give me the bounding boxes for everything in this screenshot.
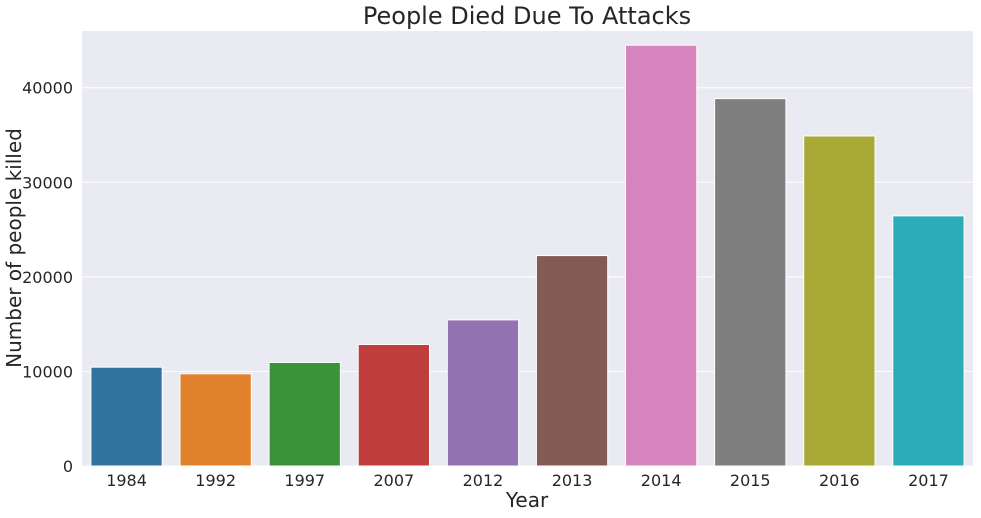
bar-2007 [357, 343, 430, 467]
x-tick-label: 2017 [908, 471, 949, 490]
x-axis-label: Year [505, 488, 549, 512]
y-tick-labels: 0 10000 20000 30000 40000 [22, 79, 73, 476]
x-tick-label: 2012 [463, 471, 504, 490]
y-tick-label: 40000 [22, 79, 73, 98]
bars [90, 44, 965, 467]
x-tick-label: 2016 [819, 471, 860, 490]
bar-1992 [179, 373, 252, 467]
x-tick-label: 2007 [373, 471, 414, 490]
y-axis-label: Number of people killed [2, 128, 26, 368]
x-tick-label: 1992 [195, 471, 236, 490]
x-tick-label: 2015 [730, 471, 771, 490]
bar-2017 [892, 215, 965, 467]
y-tick-label: 0 [63, 457, 73, 476]
y-tick-label: 30000 [22, 173, 73, 192]
bar-2015 [714, 98, 787, 467]
bar-2014 [625, 44, 698, 467]
bar-1997 [268, 361, 341, 467]
x-tick-label: 2014 [641, 471, 682, 490]
chart-title: People Died Due To Attacks [363, 2, 691, 30]
x-tick-label: 1997 [284, 471, 325, 490]
bar-2012 [446, 319, 520, 467]
x-tick-label: 2013 [552, 471, 593, 490]
x-tick-label: 1984 [106, 471, 147, 490]
x-tick-labels: 1984 1992 1997 2007 2012 2013 2014 2015 2016 2017 [106, 471, 949, 490]
bar-2016 [803, 135, 876, 467]
bar-2013 [535, 255, 609, 467]
y-tick-label: 20000 [22, 268, 73, 287]
bar-1984 [90, 366, 163, 467]
y-tick-label: 10000 [22, 362, 73, 381]
